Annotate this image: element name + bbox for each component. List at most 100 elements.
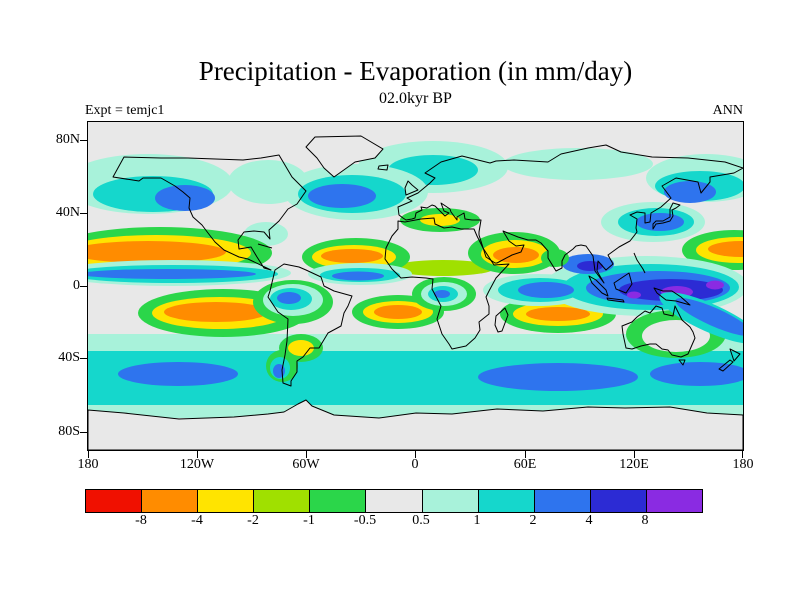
colorbar-cell: [422, 490, 479, 512]
coastline-iceland: [377, 164, 389, 171]
coastline-japan: [652, 202, 681, 230]
coastline-new-zealand-south: [718, 359, 734, 372]
lat-tick-mark: [80, 213, 87, 214]
colorbar-cell: [310, 490, 367, 512]
lon-tick-label-60w: 60W: [292, 457, 320, 472]
lat-tick-mark: [80, 432, 87, 433]
colorbar-cell: [198, 490, 255, 512]
lat-tick-label-80n: 80N: [55, 132, 80, 147]
coastline-africa: [384, 217, 510, 350]
itcz-atlantic: [332, 271, 384, 281]
coastline-antarctica: [88, 399, 743, 450]
dry-zone-natl: [321, 249, 383, 263]
warm-pool-core: [706, 280, 724, 290]
colorbar-boundary-label: -1: [303, 513, 315, 528]
colorbar: [85, 489, 703, 513]
coastline-sumatra: [588, 275, 609, 297]
contour-blob: [664, 181, 716, 203]
colorbar-boundary-label: -8: [135, 513, 147, 528]
lon-tick-mark: [742, 451, 743, 458]
lon-tick-mark: [634, 451, 635, 458]
colorbar-cell: [590, 490, 647, 512]
dry-zone-arabia: [493, 247, 539, 263]
colorbar-cell: [534, 490, 591, 512]
lon-tick-label-120e: 120E: [619, 457, 649, 472]
lon-tick-label-180w: 180: [77, 457, 99, 472]
congo-wet: [434, 290, 450, 298]
coastline-britain: [404, 180, 419, 196]
coastline-north-america: [112, 154, 307, 271]
plot-frame: [87, 121, 744, 451]
contour-blob: [478, 363, 638, 391]
contour-blob: [420, 214, 460, 226]
colorbar-labels: -8 -4 -2 -1 -0.5 0.5 1 2 4 8: [85, 513, 701, 531]
lon-tick-mark: [88, 451, 89, 458]
colorbar-boundary-label: -0.5: [353, 513, 377, 528]
colorbar-boundary-label: 8: [641, 513, 649, 528]
lat-tick-label-0: 0: [73, 278, 80, 293]
coastline-australia: [621, 305, 696, 358]
coastline-tasmania: [678, 359, 686, 366]
amazon-wet: [277, 292, 301, 304]
dry-zone-wpac: [708, 241, 743, 257]
colorbar-boundary-label: 4: [585, 513, 593, 528]
itcz-pacific: [88, 269, 256, 279]
lon-tick-label-60e: 60E: [513, 457, 537, 472]
contour-blob: [118, 362, 238, 386]
lon-tick-label-180e: 180: [732, 457, 754, 472]
coastlines: [88, 135, 743, 450]
spcz: [675, 298, 743, 336]
lat-tick-mark: [80, 140, 87, 141]
lat-tick-label-40n: 40N: [55, 205, 80, 220]
colorbar-boundary-label: -2: [247, 513, 259, 528]
coastline-eurasia: [397, 144, 743, 284]
coastline-greenland: [305, 135, 384, 178]
coastline-south-america: [267, 263, 353, 387]
world-map: [88, 122, 743, 450]
lat-tick-mark: [80, 358, 87, 359]
contour-blob: [541, 249, 569, 267]
colorbar-cell: [646, 490, 703, 512]
coastline-cuba: [257, 243, 273, 249]
lon-tick-mark: [525, 451, 526, 458]
coastline-java: [606, 297, 625, 303]
australia-interior: [642, 320, 710, 352]
lon-tick-label-120w: 120W: [179, 457, 215, 472]
dry-zone-satl: [374, 305, 422, 319]
colorbar-boundary-label: 1: [473, 513, 481, 528]
lon-tick-mark: [415, 451, 416, 458]
colorbar-cell: [254, 490, 311, 512]
contour-blob: [503, 148, 653, 180]
warm-pool-core: [627, 291, 641, 299]
colorbar-cell: [86, 490, 143, 512]
lat-tick-mark: [80, 286, 87, 287]
dry-zone-sind: [526, 307, 590, 321]
lon-tick-label-0: 0: [411, 457, 419, 472]
season-label: ANN: [712, 103, 743, 118]
contour-blob: [155, 185, 215, 211]
coastline-madagascar: [494, 307, 509, 333]
coastline-borneo: [613, 272, 633, 294]
coastline-new-zealand-north: [729, 348, 741, 362]
coastline-new-guinea: [653, 287, 691, 306]
colorbar-cell: [142, 490, 199, 512]
colorbar-boundary-label: 0.5: [412, 513, 430, 528]
lat-tick-label-80s: 80S: [58, 424, 80, 439]
contour-blob: [391, 260, 495, 276]
contour-blob: [577, 261, 603, 271]
lat-tick-label-40s: 40S: [58, 350, 80, 365]
warm-pool: [518, 282, 574, 298]
colorbar-boundary-label: 2: [529, 513, 537, 528]
experiment-label: Expt = temjc1: [85, 103, 165, 118]
chart-title: Precipitation - Evaporation (in mm/day): [198, 56, 633, 86]
colorbar-cell: [478, 490, 535, 512]
colorbar-cell: [366, 490, 423, 512]
chart-subtitle: 02.0kyr BP: [379, 90, 452, 107]
lon-tick-mark: [306, 451, 307, 458]
colorbar-boundary-label: -4: [191, 513, 203, 528]
coastline-philippines: [633, 252, 646, 274]
lon-tick-mark: [197, 451, 198, 458]
ocean-anomaly-field: [88, 122, 743, 450]
contour-blob: [636, 213, 684, 231]
